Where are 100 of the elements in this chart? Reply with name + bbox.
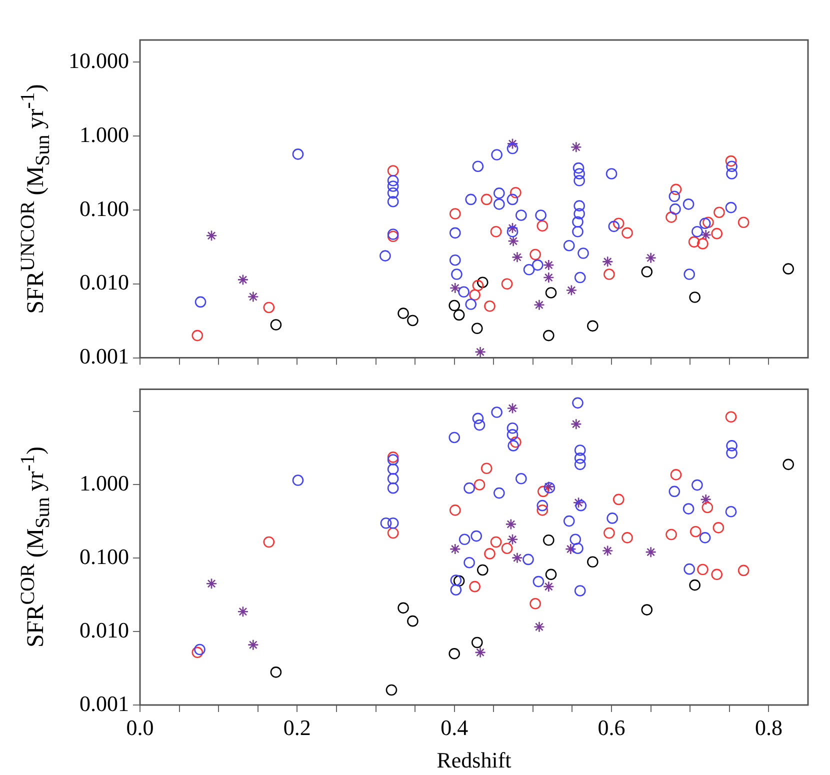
point (501, 542, 513, 554)
point (465, 298, 477, 310)
point (398, 602, 409, 614)
point (505, 518, 517, 530)
point (510, 436, 522, 448)
point (506, 194, 518, 206)
point (448, 648, 460, 660)
point (622, 227, 633, 239)
point (386, 684, 398, 696)
point (700, 229, 712, 241)
point (738, 216, 750, 228)
point (512, 252, 523, 263)
point (506, 138, 518, 150)
point (622, 532, 633, 544)
point (476, 564, 488, 576)
point (510, 186, 522, 198)
point (725, 155, 737, 167)
point (574, 272, 586, 284)
point (387, 196, 399, 208)
point (387, 228, 399, 240)
point (387, 454, 399, 466)
point (574, 208, 585, 220)
point (194, 644, 206, 656)
point (469, 289, 480, 301)
point (453, 575, 465, 587)
point (684, 268, 695, 280)
point (407, 615, 418, 627)
point (530, 248, 541, 260)
point (192, 646, 204, 658)
point (449, 254, 461, 266)
point (494, 487, 505, 499)
x-tick-label: 0.0 (126, 714, 154, 740)
point (726, 168, 738, 180)
point (263, 536, 275, 548)
point (453, 309, 465, 321)
point (464, 556, 475, 568)
point (697, 238, 708, 250)
y-tick-label: 0.010 (80, 617, 129, 642)
point (192, 330, 204, 342)
point (565, 543, 576, 555)
point (726, 160, 738, 172)
point (506, 142, 518, 154)
point (387, 187, 399, 199)
point (506, 226, 518, 238)
point (387, 464, 399, 475)
point (570, 418, 582, 430)
point (449, 208, 461, 220)
point (398, 308, 409, 319)
point (534, 621, 545, 632)
point (604, 527, 615, 539)
point (532, 576, 544, 588)
point (476, 276, 488, 288)
point (612, 494, 624, 506)
point (545, 287, 557, 298)
point (699, 532, 711, 544)
point (449, 282, 461, 294)
point (574, 458, 586, 470)
point (726, 447, 738, 459)
point (574, 452, 586, 464)
point (449, 543, 461, 555)
point (491, 406, 502, 418)
point (237, 606, 249, 618)
point (270, 666, 282, 678)
point (572, 226, 584, 238)
point (725, 202, 737, 214)
point (692, 226, 703, 238)
point (711, 228, 722, 240)
point (670, 469, 682, 480)
point (578, 248, 589, 259)
y-tick-label: 0.001 (80, 344, 129, 369)
point (543, 534, 554, 546)
point (670, 184, 682, 196)
point (587, 556, 598, 568)
point (387, 174, 399, 186)
point (668, 190, 680, 202)
point (263, 302, 275, 314)
point (689, 579, 700, 591)
point (641, 604, 653, 616)
point (536, 504, 548, 516)
point (699, 218, 711, 230)
point (572, 542, 584, 554)
point (570, 534, 582, 546)
point (575, 500, 587, 512)
point (464, 482, 475, 494)
point (572, 162, 584, 174)
point (516, 210, 527, 221)
point (535, 210, 546, 221)
point (536, 220, 548, 232)
point (494, 198, 505, 210)
point (608, 220, 620, 232)
point (474, 646, 486, 658)
point (490, 226, 502, 238)
point (387, 180, 399, 192)
point (490, 536, 502, 548)
point (566, 284, 578, 296)
point (612, 218, 624, 230)
x-tick-label: 0.8 (754, 714, 782, 740)
point (471, 322, 483, 334)
point (449, 227, 461, 239)
point (668, 486, 680, 498)
